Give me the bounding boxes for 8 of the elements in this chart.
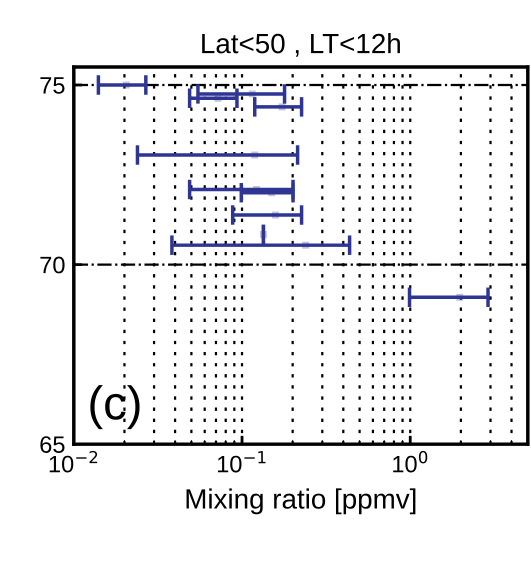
- annotation: (c): [90, 385, 140, 430]
- x-tick-label: 10$^{0}$: [393, 450, 428, 472]
- chart-title: Lat<50 , LT<12h: [202, 33, 400, 57]
- x-tick-label: 10$^{−1}$: [218, 451, 266, 472]
- y-tick-label: 65: [40, 436, 64, 453]
- x-axis-title: Mixing ratio [ppmv]: [186, 488, 416, 514]
- y-tick-label: 75: [40, 77, 64, 94]
- y-tick-label: 70: [40, 256, 65, 274]
